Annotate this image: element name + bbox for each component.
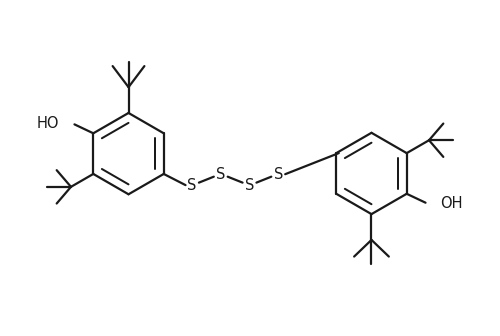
Text: S: S <box>216 167 226 182</box>
Text: OH: OH <box>440 196 463 211</box>
Text: HO: HO <box>37 116 60 131</box>
Text: S: S <box>274 167 283 182</box>
Text: S: S <box>245 178 254 193</box>
Text: S: S <box>188 178 196 193</box>
